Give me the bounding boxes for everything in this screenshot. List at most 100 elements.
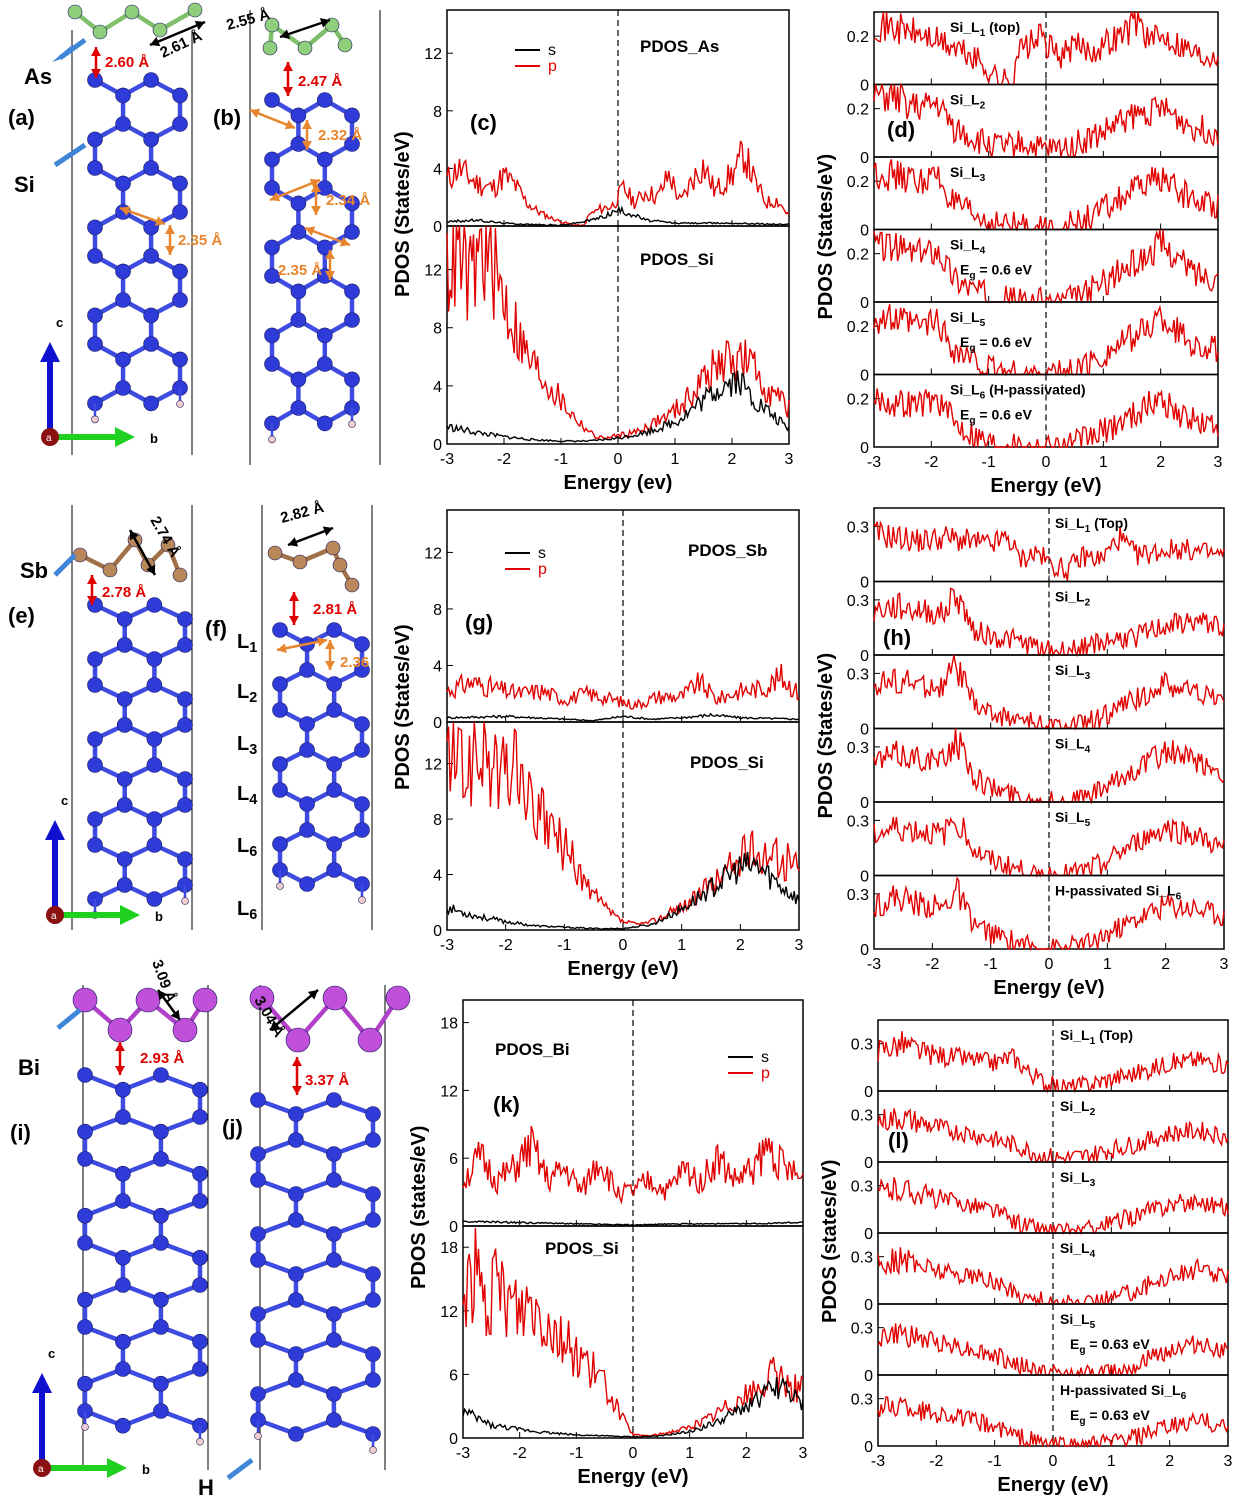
y-tick-label: 4 — [433, 161, 442, 178]
pointer-arrow — [226, 1458, 254, 1480]
as-atom — [124, 4, 140, 20]
si-atom — [290, 107, 307, 124]
si-atom — [365, 1106, 381, 1122]
y-tick-label: 8 — [433, 321, 442, 338]
si-atom — [272, 836, 288, 852]
label-base: L — [237, 898, 249, 920]
si-atom — [77, 1375, 93, 1392]
si-atom — [250, 1092, 266, 1108]
bond-length-arrow — [304, 226, 351, 247]
legend-entry: p — [548, 58, 557, 75]
x-tick-label: 0 — [619, 937, 628, 954]
y-tick-label: 0 — [860, 722, 869, 739]
y-axis-label: PDOS (States/eV) — [392, 624, 414, 790]
subplot-title: Si_L2 — [1055, 589, 1091, 609]
label-base: Si_L — [950, 164, 980, 180]
si-atom — [316, 327, 333, 344]
si-atom — [146, 651, 163, 667]
label-rest: = 0.63 eV — [1086, 1407, 1151, 1423]
x-tick-label: 1 — [677, 937, 686, 954]
axis-triad: a c b — [45, 793, 163, 925]
si-atom — [264, 356, 280, 372]
subplot-title: Si_L3 — [1055, 662, 1091, 682]
arrow-head — [325, 271, 335, 280]
x-axis-label: Energy (eV) — [997, 1474, 1108, 1496]
pdos-series-p — [446, 721, 800, 926]
subplot-title: PDOS_Sb — [688, 541, 767, 560]
pdos-series-p — [873, 229, 1219, 305]
bi-atom — [107, 1017, 133, 1043]
label-base: Si_L — [1055, 736, 1085, 752]
label-subscript: g — [1079, 1416, 1085, 1427]
si-atom — [153, 1319, 169, 1335]
si-atom — [264, 151, 280, 168]
y-axis-label: PDOS (States/eV) — [815, 154, 837, 320]
si-atom — [172, 292, 188, 308]
as-atom — [337, 37, 353, 53]
si-atom — [146, 677, 163, 693]
b-axis-head — [115, 427, 135, 447]
si-atom — [316, 239, 333, 256]
h-atom — [369, 1446, 377, 1454]
si-atom — [77, 1151, 93, 1167]
si-atom — [250, 1386, 266, 1402]
label-subscript: 6 — [249, 907, 257, 923]
si-atom — [153, 1291, 169, 1308]
si-atom — [316, 151, 333, 168]
label-subscript: 6 — [1181, 1391, 1187, 1402]
si-atom — [87, 219, 103, 236]
si-atom — [344, 195, 360, 212]
si-atom — [87, 731, 103, 747]
b-axis-head — [120, 905, 140, 925]
si-atom — [143, 307, 159, 324]
si-atom — [115, 1165, 131, 1182]
y-tick-label: 0.3 — [847, 813, 869, 830]
x-tick-label: 3 — [795, 937, 804, 954]
label-subscript: g — [969, 343, 975, 354]
si-atom — [288, 1266, 304, 1282]
y-tick-label: 0.2 — [847, 29, 869, 46]
b-axis-label: b — [155, 909, 163, 924]
pdos-series-p — [462, 1227, 804, 1438]
subplot-title: Si_L2 — [1060, 1098, 1096, 1118]
arrow-head — [292, 1086, 302, 1095]
label-rest: (Top) — [1090, 515, 1128, 531]
y-tick-label: 0 — [433, 437, 442, 454]
x-tick-label: 1 — [1103, 956, 1112, 973]
y-tick-label: 8 — [433, 104, 442, 121]
y-tick-label: 0.3 — [847, 593, 869, 610]
x-tick-label: 3 — [799, 1445, 808, 1462]
bond-length-arrow — [249, 108, 296, 130]
x-axis-label: Energy (eV) — [993, 977, 1104, 999]
y-tick-label: 0.3 — [847, 887, 869, 904]
si-atom — [115, 1333, 131, 1350]
si-atom — [365, 1186, 381, 1202]
arrow-head — [120, 206, 131, 216]
subplot-title: H-passivated Si_L6 — [1055, 883, 1182, 903]
arrow-head — [154, 216, 165, 226]
si-atom — [264, 239, 280, 256]
as-atom — [152, 22, 168, 38]
arrow-head — [288, 537, 299, 547]
x-tick-label: 2 — [1165, 1453, 1174, 1470]
si-atom — [87, 837, 103, 853]
subplot-title: PDOS_Bi — [495, 1040, 570, 1059]
si-atom — [177, 851, 193, 867]
si-atom — [115, 175, 131, 192]
si-slab — [272, 622, 370, 904]
y-tick-label: 0 — [860, 150, 869, 167]
y-tick-label: 0.2 — [847, 392, 869, 409]
si-atom — [116, 637, 133, 653]
si-atom — [87, 307, 103, 324]
as-atom — [264, 17, 280, 33]
pointer-arrow — [53, 142, 87, 168]
panel-label: (j) — [222, 1115, 243, 1140]
panel-i-structure: 2.93 Å3.09 ÅBi(i)acb — [10, 958, 218, 1478]
x-tick-label: 1 — [671, 451, 680, 468]
label-base: Si_L — [1060, 1169, 1090, 1185]
si-atom — [192, 1249, 208, 1266]
h-atom — [81, 1423, 89, 1431]
y-tick-label: 12 — [424, 757, 442, 774]
si-atom — [354, 822, 370, 838]
